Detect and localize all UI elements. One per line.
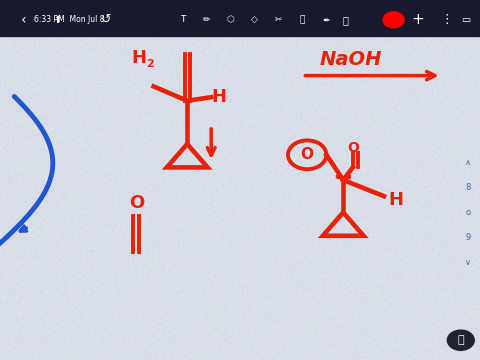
Text: O: O bbox=[129, 194, 144, 212]
Text: 🔍: 🔍 bbox=[457, 335, 464, 345]
Text: ∨: ∨ bbox=[465, 258, 471, 267]
Text: ◇: ◇ bbox=[251, 15, 258, 24]
Text: ⌾: ⌾ bbox=[300, 15, 305, 24]
Text: ⬡: ⬡ bbox=[227, 15, 234, 24]
Text: O: O bbox=[347, 141, 359, 154]
Text: ⬆: ⬆ bbox=[54, 15, 61, 25]
Text: O: O bbox=[300, 147, 314, 162]
Text: H: H bbox=[388, 191, 404, 209]
Text: ⋮: ⋮ bbox=[440, 13, 453, 26]
Text: ✂: ✂ bbox=[275, 15, 282, 24]
Bar bbox=[0, 0, 480, 36]
Text: T: T bbox=[180, 15, 185, 24]
Text: ↺: ↺ bbox=[100, 13, 111, 26]
Circle shape bbox=[383, 12, 404, 28]
Text: o: o bbox=[466, 208, 470, 217]
Text: ✒: ✒ bbox=[323, 15, 330, 24]
Text: ▭: ▭ bbox=[461, 15, 470, 25]
Circle shape bbox=[447, 330, 474, 350]
Text: ‹: ‹ bbox=[21, 13, 27, 27]
Text: ∧: ∧ bbox=[465, 158, 471, 166]
Text: NaOH: NaOH bbox=[319, 50, 382, 69]
Text: +: + bbox=[411, 12, 424, 27]
Text: H: H bbox=[211, 88, 226, 106]
Text: H: H bbox=[132, 49, 147, 67]
Text: 🎤: 🎤 bbox=[343, 15, 348, 25]
Text: ✏: ✏ bbox=[203, 15, 210, 24]
Text: 9: 9 bbox=[466, 233, 470, 242]
Text: 2: 2 bbox=[146, 59, 154, 69]
Text: 6:33 PM  Mon Jul 8: 6:33 PM Mon Jul 8 bbox=[34, 15, 104, 24]
Text: 8: 8 bbox=[465, 183, 471, 192]
